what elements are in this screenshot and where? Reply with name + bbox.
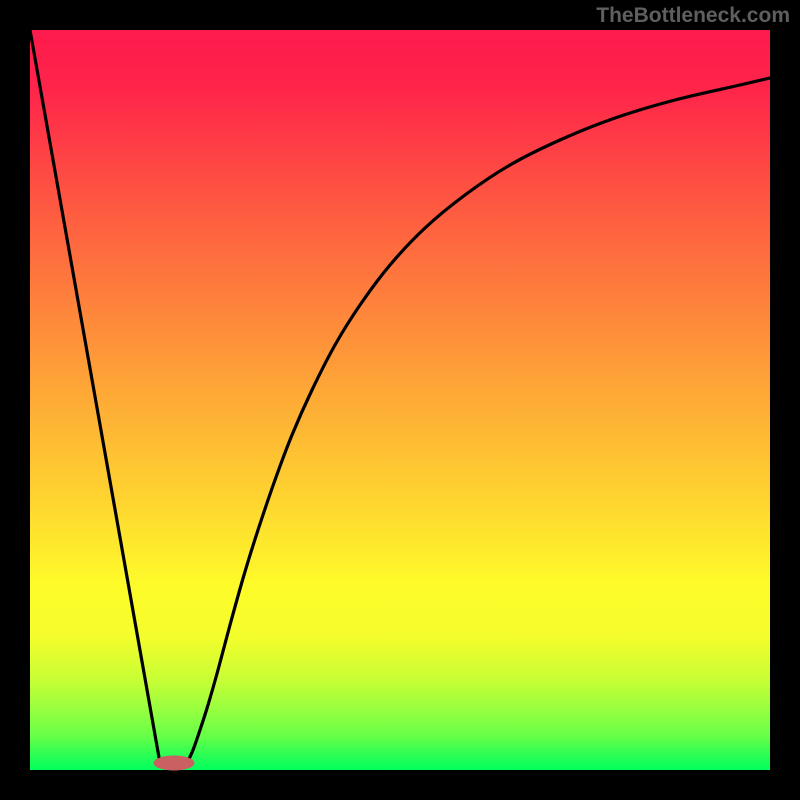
watermark-text: TheBottleneck.com <box>596 4 790 28</box>
chart-container: TheBottleneck.com <box>0 0 800 800</box>
bottleneck-chart <box>0 0 800 800</box>
optimal-marker <box>154 756 194 770</box>
